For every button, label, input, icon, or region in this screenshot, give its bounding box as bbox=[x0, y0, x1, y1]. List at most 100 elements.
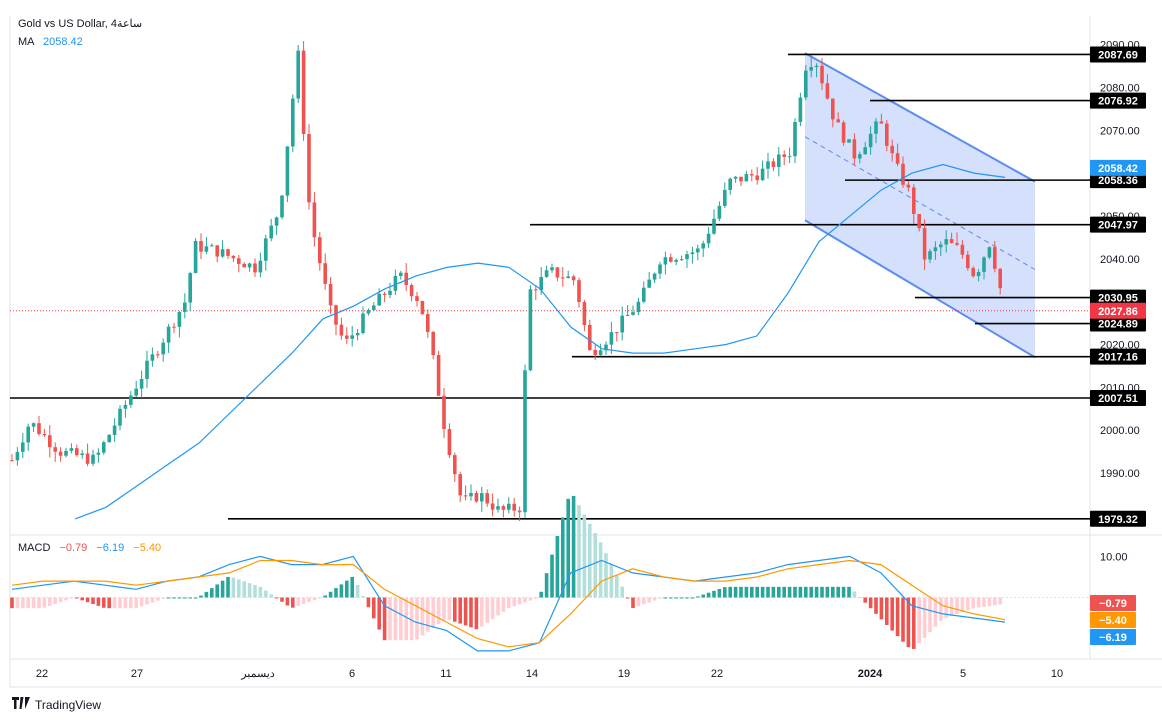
ma-value: 2058.42 bbox=[42, 36, 83, 48]
candle-body bbox=[129, 395, 133, 405]
candle-body bbox=[971, 268, 975, 277]
candle-body bbox=[760, 168, 765, 181]
macd-hist-bar bbox=[102, 597, 106, 608]
macd-hist-bar bbox=[123, 597, 128, 609]
candle-body bbox=[258, 260, 263, 273]
candle-body bbox=[339, 324, 344, 336]
candle-body bbox=[80, 453, 84, 456]
candle-body bbox=[388, 290, 392, 295]
candle-body bbox=[420, 300, 425, 315]
level-badge bbox=[1090, 172, 1146, 189]
macd-hist-bar bbox=[955, 597, 959, 615]
price-tick-label: 1990.00 bbox=[1100, 468, 1140, 480]
candle-body bbox=[868, 133, 873, 148]
macd-hist-bar bbox=[901, 597, 905, 642]
candle-body bbox=[825, 83, 830, 99]
candle-body bbox=[615, 332, 619, 334]
macd-hist-bar bbox=[787, 586, 792, 598]
candle-body bbox=[199, 240, 203, 252]
footer[interactable]: TradingView bbox=[12, 697, 101, 712]
macd-hist-bar bbox=[744, 586, 749, 598]
macd-hist-bar bbox=[723, 587, 727, 598]
macd-hist-bar bbox=[199, 595, 203, 598]
candle-body bbox=[48, 435, 52, 448]
macd-hist-bar bbox=[237, 579, 241, 598]
ma-badge bbox=[1090, 159, 1146, 176]
macd-hist-bar bbox=[652, 597, 657, 601]
candle-body bbox=[939, 244, 943, 248]
macd-hist-bar bbox=[490, 597, 495, 620]
channel-upper-line bbox=[804, 52, 1036, 183]
macd-hist-bar bbox=[804, 586, 808, 598]
candle-body bbox=[577, 280, 581, 303]
candle-body bbox=[685, 254, 689, 260]
macd-hist-bar bbox=[15, 597, 20, 609]
candle-body bbox=[431, 331, 435, 356]
macd-hist-bar bbox=[993, 597, 997, 606]
candle-body bbox=[696, 248, 700, 253]
candle-body bbox=[717, 205, 722, 219]
candle-body bbox=[598, 350, 603, 356]
candle-body bbox=[53, 447, 57, 452]
time-tick-label: 14 bbox=[526, 668, 538, 680]
candle-body bbox=[723, 189, 727, 206]
time-tick-label: 27 bbox=[131, 668, 143, 680]
macd-hist-bar bbox=[642, 597, 646, 605]
macd-badge-label: −6.19 bbox=[1099, 632, 1127, 644]
time-tick-label: 22 bbox=[36, 668, 48, 680]
candle-body bbox=[895, 153, 900, 164]
candle-body bbox=[323, 263, 327, 284]
macd-hist-bar bbox=[264, 590, 268, 598]
macd-badge bbox=[1090, 595, 1136, 611]
candle-body bbox=[96, 452, 101, 455]
candle-body bbox=[814, 65, 819, 68]
macd-hist-bar bbox=[517, 597, 522, 605]
macd-hist-bar bbox=[701, 594, 705, 598]
macd-hist-bar bbox=[301, 597, 306, 604]
macd-hist-bar bbox=[118, 597, 122, 609]
candle-body bbox=[501, 506, 506, 510]
candle-body bbox=[690, 252, 695, 255]
candle-body bbox=[372, 305, 376, 311]
candle-body bbox=[588, 324, 592, 351]
candle-body bbox=[636, 301, 641, 313]
macd-hist-bar bbox=[771, 586, 776, 598]
macd-hist-bar bbox=[706, 592, 711, 598]
macd-hist-bar bbox=[26, 597, 30, 609]
candle-body bbox=[458, 474, 462, 496]
macd-hist-bar bbox=[161, 597, 165, 599]
candle-body bbox=[172, 326, 176, 328]
price-tick-label: 2080.00 bbox=[1100, 82, 1140, 94]
macd-hist-bar bbox=[247, 583, 252, 598]
candle-body bbox=[334, 305, 338, 325]
macd-hist-bar bbox=[21, 597, 25, 609]
candle-body bbox=[328, 283, 333, 306]
macd-hist-bar bbox=[598, 542, 603, 598]
candle-body bbox=[404, 272, 408, 285]
candle-body bbox=[75, 448, 79, 456]
macd-hist-bar bbox=[350, 576, 354, 598]
macd-badge bbox=[1090, 612, 1136, 628]
candle-body bbox=[706, 233, 711, 244]
candle-body bbox=[231, 255, 236, 259]
candle-body bbox=[566, 276, 570, 279]
candle-body bbox=[960, 244, 965, 255]
candle-body bbox=[544, 270, 549, 277]
macd-hist-bar bbox=[139, 597, 144, 607]
candle-body bbox=[993, 247, 997, 269]
candle-body bbox=[21, 442, 25, 452]
macd-hist-bar bbox=[307, 597, 311, 603]
channel-fill bbox=[805, 53, 1035, 358]
level-badge bbox=[1090, 389, 1146, 406]
macd-hist-bar bbox=[64, 597, 68, 601]
candle-body bbox=[820, 65, 824, 84]
macd-hist-bar bbox=[696, 596, 700, 598]
candle-body bbox=[582, 302, 587, 325]
macd-hist-bar bbox=[928, 597, 932, 633]
macd-hist-bar bbox=[393, 597, 398, 641]
candle-body bbox=[523, 370, 527, 513]
candle-body bbox=[998, 268, 1002, 289]
candle-body bbox=[750, 174, 754, 176]
candle-body bbox=[382, 293, 387, 295]
